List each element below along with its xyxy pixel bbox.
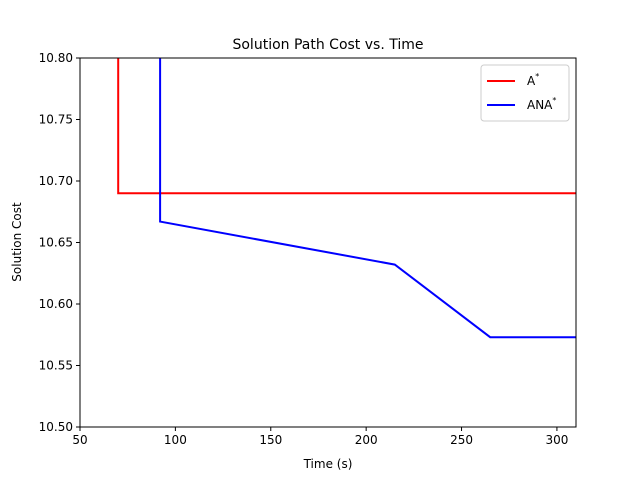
x-axis-label: Time (s): [303, 457, 353, 471]
y-tick-label: 10.65: [39, 236, 73, 250]
legend-label-superscript: *: [552, 96, 556, 105]
x-tick-label: 300: [545, 433, 568, 447]
x-tick-label: 150: [259, 433, 282, 447]
y-tick-label: 10.75: [39, 113, 73, 127]
tick-layer: 50 100 150 200 250 300 10.50 10.55 10.60 10.65 10.…: [39, 51, 569, 447]
series-line-2: [159, 58, 576, 339]
chart-title: Solution Path Cost vs. Time: [232, 37, 423, 53]
x-tick-label: 100: [164, 433, 187, 447]
legend-label-name: A: [527, 74, 536, 88]
y-tick-label: 10.70: [39, 174, 73, 188]
legend-box: [480, 64, 570, 122]
legend-label-name: ANA: [527, 98, 553, 112]
y-tick-label: 10.55: [39, 359, 73, 373]
series-layer: [117, 58, 576, 339]
legend-label-superscript: *: [535, 72, 539, 81]
x-tick-label: 200: [355, 433, 378, 447]
legend: A*ANA*: [480, 64, 570, 122]
legend-label-1: A*: [527, 72, 539, 88]
x-tick-label: 50: [72, 433, 87, 447]
y-tick-label: 10.60: [39, 297, 73, 311]
y-tick-label: 10.80: [39, 51, 73, 65]
y-tick-label: 10.50: [39, 420, 73, 434]
legend-label-2: ANA*: [527, 96, 556, 112]
x-tick-label: 250: [450, 433, 473, 447]
series-line-1: [117, 58, 576, 195]
y-axis-label: Solution Cost: [10, 202, 24, 282]
plot-frame: [79, 57, 577, 428]
